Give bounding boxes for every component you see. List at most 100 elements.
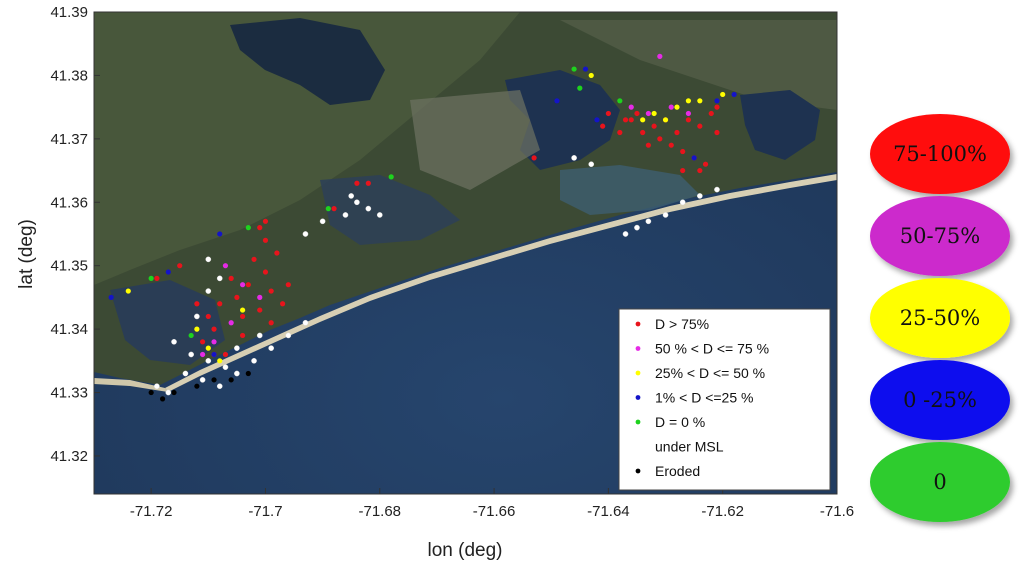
data-point	[211, 326, 217, 332]
data-point	[154, 275, 160, 281]
y-tick-label: 41.36	[50, 194, 88, 211]
data-point	[234, 345, 240, 351]
data-point	[165, 389, 172, 396]
data-point	[365, 205, 372, 212]
data-point	[714, 104, 720, 110]
data-point	[571, 155, 577, 161]
data-point	[531, 155, 537, 161]
legend-marker	[635, 443, 641, 450]
data-point	[302, 319, 309, 326]
legend-label: under MSL	[655, 439, 724, 455]
data-point	[702, 161, 709, 167]
data-point	[182, 370, 189, 377]
data-point	[657, 136, 663, 142]
data-point	[571, 66, 577, 72]
data-point	[662, 212, 669, 218]
series-6	[148, 370, 251, 402]
plot-frame	[93, 11, 838, 495]
y-tick-label: 41.33	[50, 385, 88, 402]
data-point	[697, 123, 703, 129]
series-3	[108, 66, 737, 358]
legend: D > 75% 50 % < D <= 75 % 25% < D <= 50 % 1%…	[618, 308, 831, 491]
x-tick-label: -71.6	[820, 503, 854, 520]
data-point	[257, 225, 263, 231]
category-oval-label: 25-50%	[900, 306, 981, 330]
data-point	[205, 288, 212, 294]
data-point	[199, 377, 206, 383]
legend-label: 50 % < D <= 75 %	[655, 341, 769, 357]
data-point	[668, 142, 674, 148]
data-point	[679, 199, 686, 206]
data-point	[600, 123, 606, 129]
data-point	[234, 294, 240, 300]
y-axis: 41.32 41.33 41.34 41.35 41.36 41.37 41.38 41.39	[50, 4, 100, 465]
data-point	[217, 358, 223, 364]
x-tick-label: -71.62	[701, 503, 744, 520]
x-tick-label: -71.72	[130, 503, 173, 520]
data-point	[262, 218, 269, 224]
scatter-points	[108, 53, 737, 402]
data-point	[188, 351, 194, 358]
data-point	[651, 123, 657, 129]
category-oval-label: 50-75%	[900, 224, 981, 248]
legend-marker	[635, 395, 641, 400]
data-point	[680, 167, 686, 174]
data-point	[645, 218, 652, 225]
x-axis-label: lon (deg)	[428, 540, 503, 561]
data-point	[280, 301, 286, 307]
data-point	[268, 345, 274, 351]
category-oval	[870, 114, 1010, 194]
data-point	[222, 263, 229, 269]
data-point	[245, 370, 251, 377]
category-oval	[870, 442, 1010, 522]
data-point	[245, 225, 251, 231]
data-point	[668, 104, 674, 110]
legend-marker	[635, 468, 641, 474]
x-tick-label: -71.64	[587, 503, 630, 520]
data-point	[256, 332, 263, 339]
data-point	[188, 332, 194, 339]
data-point	[171, 338, 177, 345]
data-point	[177, 263, 183, 269]
data-point	[251, 256, 257, 262]
data-point	[194, 313, 200, 320]
legend-label: 25% < D <= 50 %	[655, 365, 765, 381]
data-point	[582, 66, 589, 72]
x-tick-label: -71.7	[248, 503, 282, 520]
data-point	[211, 339, 217, 345]
data-point	[228, 275, 234, 281]
data-point	[211, 377, 217, 383]
data-point	[588, 72, 594, 79]
data-point	[680, 148, 686, 155]
data-point	[199, 351, 206, 358]
data-point	[714, 98, 720, 104]
data-point	[691, 155, 697, 161]
series-0	[154, 104, 720, 358]
legend-marker	[635, 346, 641, 351]
data-point	[251, 358, 257, 364]
data-point	[651, 110, 657, 117]
legend-label: 1% < D <=25 %	[655, 390, 753, 406]
series-4	[148, 66, 623, 339]
data-point	[628, 104, 634, 110]
data-point	[720, 91, 726, 98]
data-point	[617, 129, 623, 136]
data-point	[154, 383, 160, 389]
y-tick-label: 41.39	[50, 4, 88, 21]
data-point	[222, 351, 229, 358]
data-point	[205, 345, 211, 351]
data-point	[674, 104, 680, 110]
data-point	[365, 180, 371, 186]
legend-marker	[635, 419, 641, 425]
data-point	[108, 294, 114, 300]
category-oval	[870, 360, 1010, 440]
data-point	[216, 383, 223, 389]
x-tick-label: -71.66	[473, 503, 516, 520]
series-1	[199, 53, 692, 358]
y-axis-label: lat (deg)	[16, 219, 37, 289]
data-point	[634, 224, 640, 231]
data-point	[554, 98, 560, 104]
x-tick-label: -71.68	[358, 503, 401, 520]
data-point	[605, 110, 611, 117]
